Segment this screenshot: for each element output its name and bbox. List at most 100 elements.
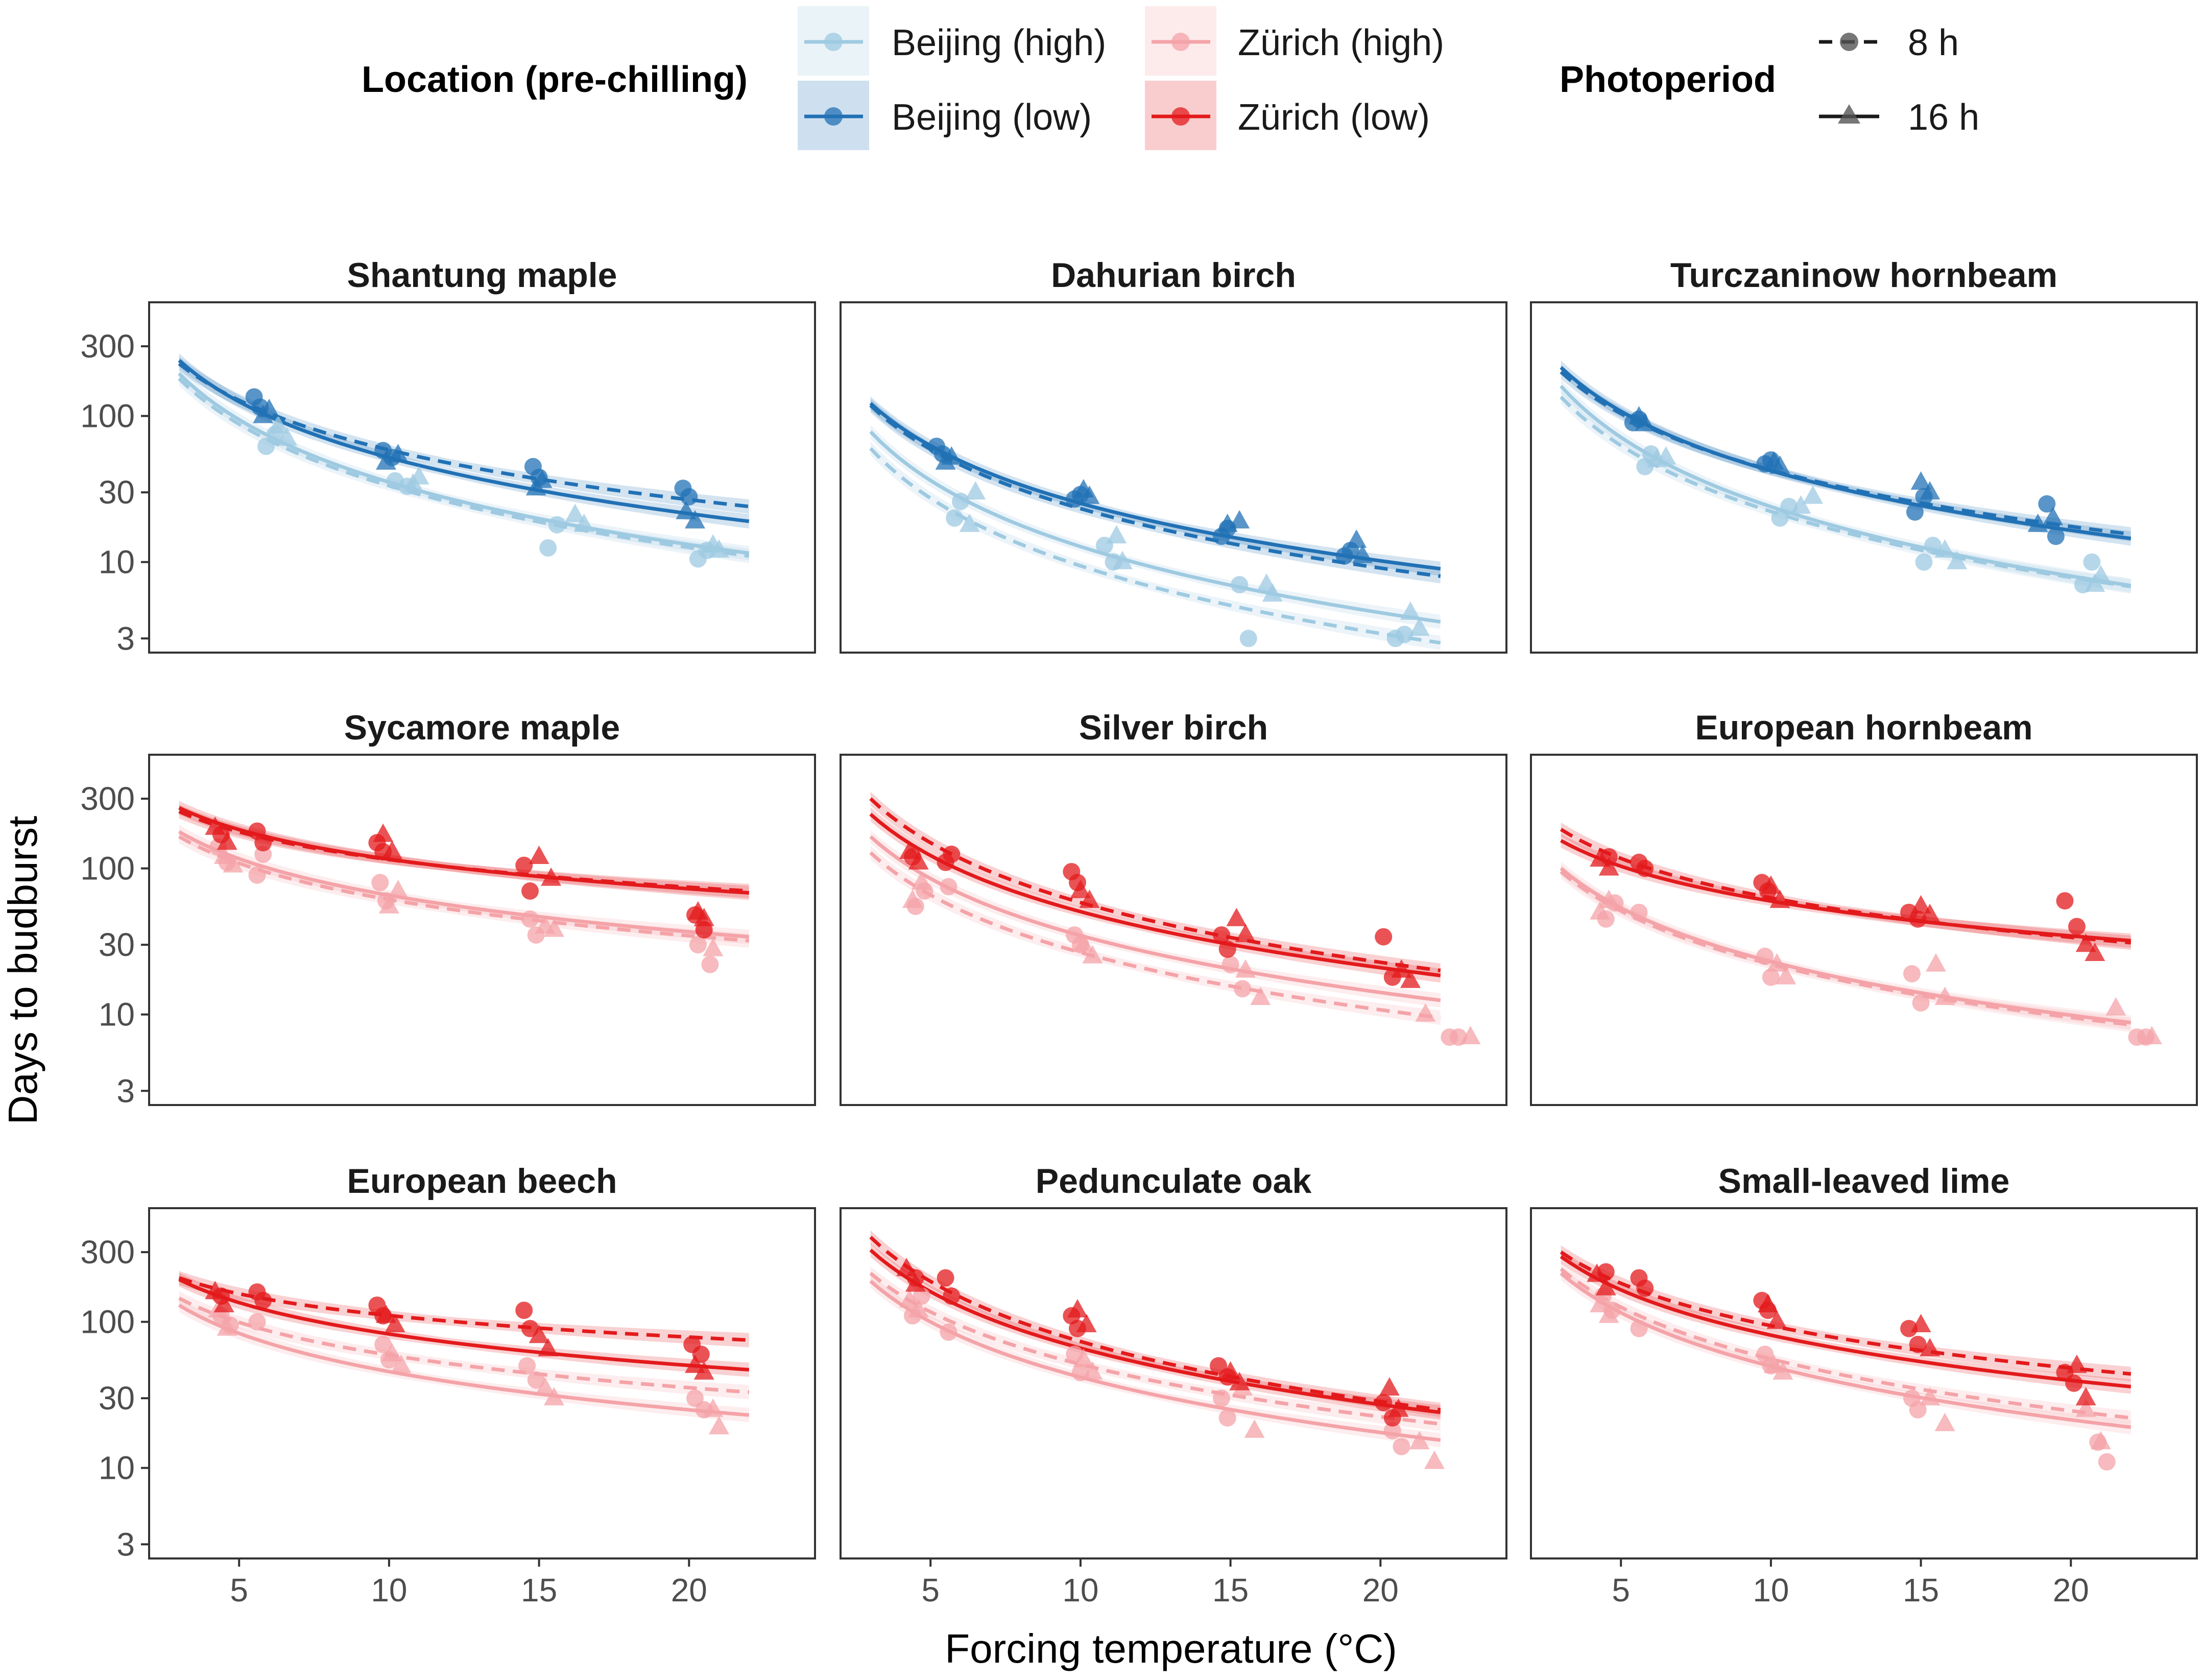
panel-frame	[1530, 754, 2198, 1106]
point-bl-8h	[2047, 527, 2065, 545]
ribbon-zl-p16	[1561, 833, 2131, 948]
point-zl-16h	[1079, 890, 1100, 908]
ribbon-zh-p16	[870, 1274, 1441, 1448]
point-zl-8h	[2056, 892, 2074, 910]
point-zh-8h	[1218, 1409, 1236, 1427]
point-zl-16h	[1910, 895, 1931, 914]
panel-frame	[148, 1207, 816, 1559]
point-bh-16h	[703, 534, 724, 553]
fit-line-zl-p16	[869, 1249, 1441, 1414]
fit-line-zh-p16	[178, 830, 750, 939]
x-tick-label: 20	[671, 1572, 707, 1609]
point-bh-8h	[946, 509, 964, 527]
point-zh-16h	[1415, 1003, 1436, 1022]
panel-title: Dahurian birch	[1051, 256, 1296, 295]
point-bh-16h	[573, 513, 594, 532]
panel-silver-birch: Silver birch	[840, 708, 1507, 1106]
point-bh-16h	[1400, 601, 1421, 620]
point-zh-8h	[1630, 1319, 1648, 1337]
fit-line-zh-p8	[869, 1271, 1441, 1426]
point-zl-16h	[1758, 1294, 1778, 1312]
point-zl-8h	[1218, 940, 1236, 958]
point-zh-16h	[1460, 1026, 1481, 1044]
legend: Location (pre-chilling) Beijing (high) B…	[362, 6, 1979, 150]
point-bl-16h	[1352, 544, 1373, 563]
point-zl-8h	[515, 856, 533, 874]
point-zl-8h	[937, 1269, 954, 1287]
point-zl-16h	[1391, 959, 1412, 978]
point-zl-16h	[381, 841, 402, 859]
point-zh-8h	[913, 1287, 930, 1305]
point-zl-16h	[529, 846, 549, 864]
point-zl-16h	[2075, 933, 2096, 952]
point-bh-8h	[1396, 626, 1414, 643]
ribbon-bh-p16	[870, 425, 1441, 629]
ribbon-zh-p8	[1561, 1262, 2131, 1425]
point-bl-16h	[388, 444, 409, 463]
point-zh-16h	[1244, 1419, 1265, 1438]
point-zl-8h	[254, 1291, 272, 1309]
point-zl-16h	[1920, 1338, 1941, 1357]
point-zh-8h	[1630, 903, 1648, 921]
point-zh-16h	[535, 1377, 556, 1396]
fit-line-zh-p16	[1560, 1271, 2131, 1429]
point-bh-16h	[1112, 550, 1133, 569]
y-tick-label: 10	[99, 544, 135, 581]
panel-title: Turczaninow hornbeam	[1670, 256, 2057, 295]
y-tick-label: 100	[80, 398, 135, 435]
ribbon-zl-p8	[870, 791, 1441, 978]
panel-frame	[840, 754, 1507, 1106]
panel-frame	[840, 1207, 1507, 1559]
panel-title: Sycamore maple	[344, 708, 620, 747]
x-tick-label: 5	[921, 1572, 940, 1609]
point-zh-16h	[217, 1317, 237, 1336]
point-bh-8h	[1231, 576, 1249, 593]
point-zh-8h	[940, 1323, 957, 1341]
point-zh-8h	[1762, 968, 1780, 986]
point-zl-8h	[1900, 1319, 1918, 1337]
point-zh-16h	[1073, 1348, 1094, 1367]
fit-line-zh-p8	[178, 1297, 750, 1394]
x-tick-label: 15	[521, 1572, 557, 1609]
panel-title: Silver birch	[1079, 708, 1268, 747]
point-zh-16h	[1235, 959, 1256, 978]
ribbon-zl-p8	[179, 1271, 749, 1348]
ribbon-zh-p16	[1561, 861, 2131, 1030]
fit-line-zl-p16	[1560, 839, 2131, 943]
point-zl-16h	[1595, 1277, 1616, 1295]
point-zh-8h	[1221, 955, 1239, 973]
point-zh-16h	[544, 1387, 564, 1406]
point-bh-16h	[565, 503, 586, 522]
point-zl-16h	[213, 1294, 234, 1312]
point-zh-16h	[1250, 987, 1271, 1005]
point-zh-8h	[248, 866, 266, 884]
y-tick-label: 10	[99, 1450, 135, 1486]
ribbon-zl-p16	[870, 807, 1441, 983]
point-zl-16h	[899, 841, 920, 859]
point-zh-16h	[1934, 1412, 1955, 1431]
point-zl-16h	[217, 831, 237, 850]
legend-key-zurich-low	[1145, 81, 1216, 150]
point-zl-16h	[1766, 1310, 1787, 1329]
point-bh-16h	[268, 415, 289, 434]
panel-european-hornbeam: European hornbeam	[1530, 708, 2198, 1106]
fit-line-bl-p16	[178, 359, 750, 523]
point-zh-8h	[374, 1335, 392, 1353]
point-zl-16h	[1067, 1299, 1088, 1317]
fit-line-zh-p8	[1560, 1267, 2131, 1420]
plot-area	[1560, 822, 2162, 1046]
point-bh-16h	[1934, 539, 1955, 558]
panel-frame	[148, 301, 816, 654]
point-bl-16h	[2027, 513, 2048, 532]
y-tick-label: 30	[99, 926, 135, 963]
point-zh-16h	[902, 890, 923, 908]
panel-title: Pedunculate oak	[1036, 1162, 1312, 1201]
legend-label-16h: 16 h	[1908, 97, 1979, 138]
point-zl-16h	[205, 816, 226, 835]
point-bh-16h	[1656, 446, 1676, 465]
point-zh-16h	[1424, 1450, 1445, 1469]
x-tick-label: 15	[1212, 1572, 1249, 1609]
point-zl-16h	[2085, 943, 2105, 961]
x-tick-label: 5	[230, 1572, 248, 1609]
